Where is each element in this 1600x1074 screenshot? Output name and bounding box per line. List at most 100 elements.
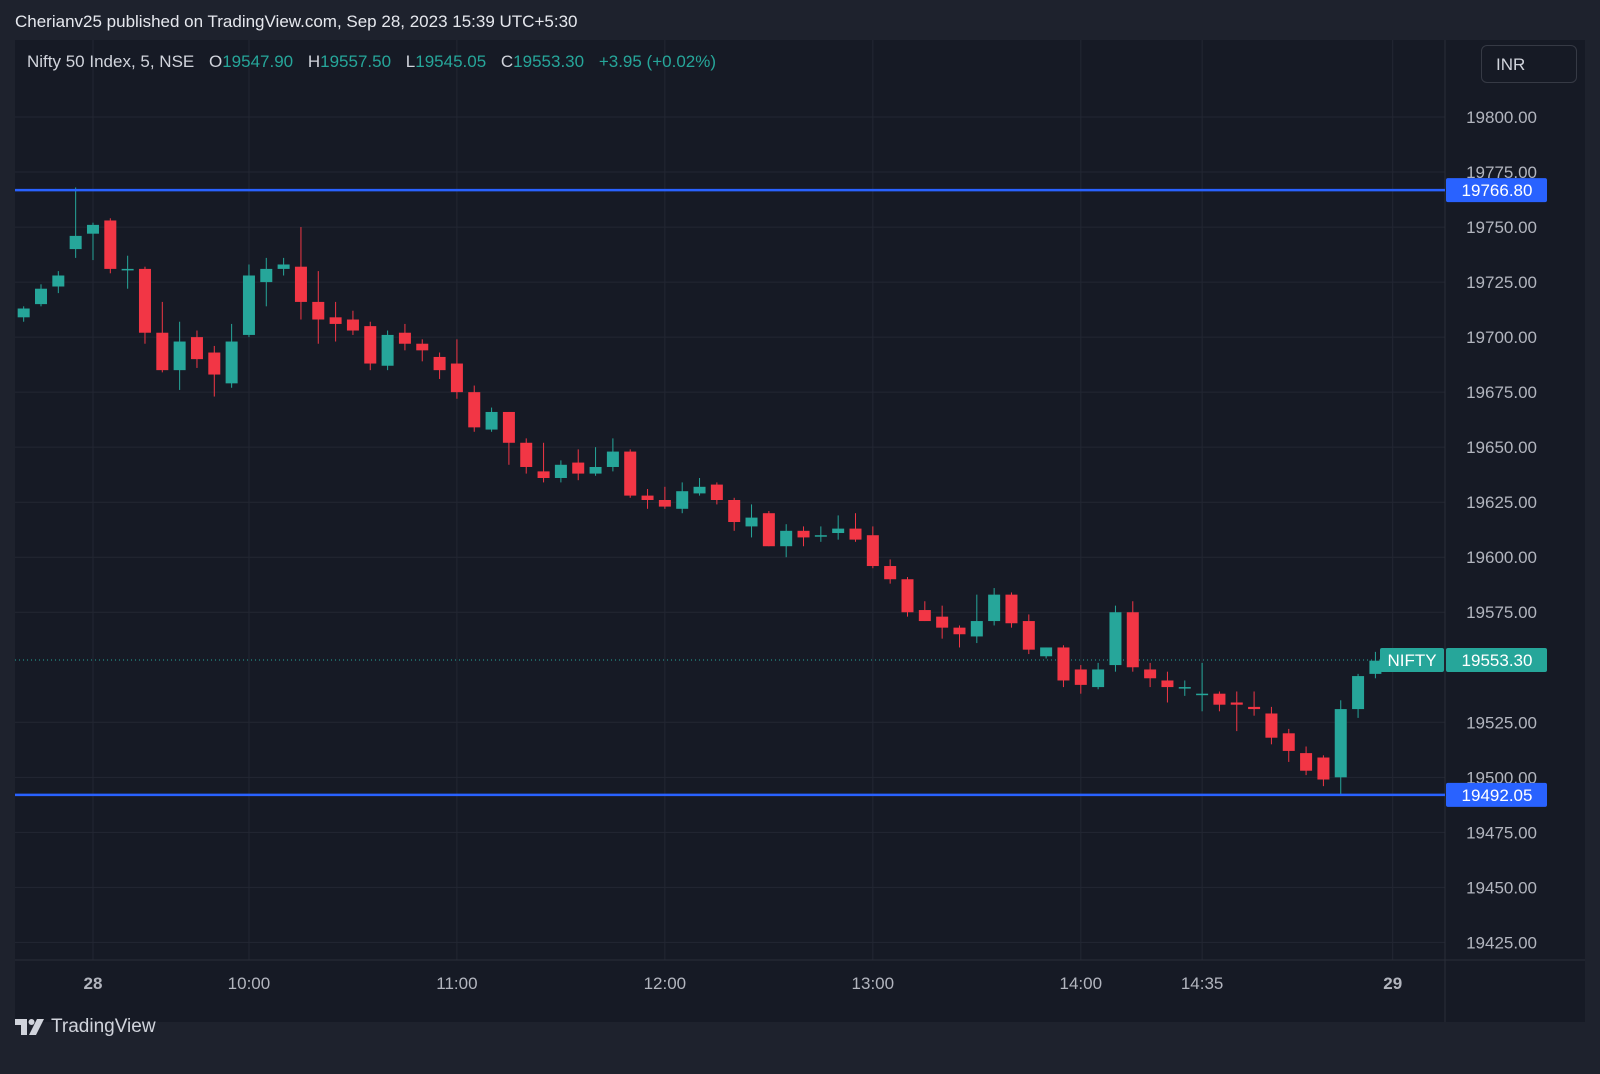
candle (1040, 647, 1053, 659)
tradingview-footer[interactable]: TradingView (15, 1015, 156, 1039)
candle (693, 477, 706, 496)
candle-body (450, 363, 463, 393)
y-tick-label: 19450.00 (1466, 878, 1537, 897)
candle (1317, 755, 1330, 787)
chart-panel[interactable]: 19800.00 19775.00 19750.00 19725.00 19700.00… (15, 40, 1585, 1022)
candle-body (918, 610, 931, 622)
y-tick-label: 19525.00 (1466, 713, 1537, 732)
legend-high-value: 19557.50 (320, 52, 392, 71)
candle-body (658, 500, 671, 507)
candle (641, 488, 654, 509)
candle (1178, 680, 1191, 696)
candle-body (34, 288, 47, 305)
candle-body (814, 535, 827, 537)
candle-body (242, 275, 255, 335)
y-tick-label: 19725.00 (1466, 273, 1537, 292)
candle (1300, 746, 1313, 776)
candle-body (312, 301, 325, 320)
candle (676, 482, 689, 514)
y-tick-label: 19675.00 (1466, 383, 1537, 402)
candle (520, 438, 533, 474)
candle (849, 513, 862, 542)
y-tick-label: 19600.00 (1466, 548, 1537, 567)
candle (1126, 601, 1139, 672)
candle-body (468, 392, 481, 428)
x-tick-label: 13:00 (852, 974, 895, 993)
candle (953, 625, 966, 648)
candle-body (606, 451, 619, 467)
level-price-label: 19766.80 (1462, 181, 1533, 200)
candle-body (849, 528, 862, 540)
candle (1352, 673, 1365, 718)
candle-body (1057, 647, 1070, 681)
last-price-symbol: NIFTY (1387, 651, 1436, 670)
candle-body (1005, 594, 1018, 624)
candle (398, 323, 411, 351)
y-tick-label: 19700.00 (1466, 328, 1537, 347)
y-tick-label: 19775.00 (1466, 163, 1537, 182)
candle (1369, 651, 1382, 679)
candle-body (1334, 709, 1347, 778)
candle (589, 447, 602, 476)
candle-body (970, 621, 983, 637)
legend-change: +3.95 (+0.02%) (598, 52, 717, 71)
candle (884, 559, 897, 584)
candle (381, 330, 394, 371)
candle (1005, 592, 1018, 628)
candle-body (156, 332, 169, 371)
candle (468, 385, 481, 432)
candle (346, 310, 359, 335)
candle (658, 486, 671, 509)
published-byline: Cherianv25 published on TradingView.com,… (15, 12, 578, 31)
candle (1022, 614, 1035, 655)
candle-body (1092, 669, 1105, 688)
candle-body (728, 500, 741, 523)
candle-body (260, 268, 273, 283)
candle-body (294, 266, 307, 302)
legend-low-label: L (405, 52, 416, 71)
legend-low-value: 19545.05 (415, 52, 487, 71)
candle (277, 257, 290, 276)
last-price-symbol-badge (1380, 648, 1444, 673)
x-tick-label: 29 (1383, 974, 1402, 993)
last-price-badge (1446, 648, 1547, 673)
candle (1109, 605, 1122, 672)
candle (780, 524, 793, 558)
level-price-badge (1446, 782, 1547, 807)
candle-body (624, 451, 637, 496)
y-tick-label: 19800.00 (1466, 108, 1537, 127)
candle (606, 438, 619, 472)
legend-symbol[interactable]: Nifty 50 Index, 5, NSE (27, 52, 195, 71)
candle (86, 222, 99, 261)
tradingview-brand: TradingView (51, 1016, 156, 1037)
candle (988, 588, 1001, 626)
candlestick-chart[interactable]: 19800.00 19775.00 19750.00 19725.00 19700.00… (15, 40, 1585, 1022)
y-tick-label: 19575.00 (1466, 603, 1537, 622)
y-tick-label: 19650.00 (1466, 438, 1537, 457)
candle-body (520, 442, 533, 467)
candle (17, 306, 30, 322)
y-tick-label: 19625.00 (1466, 493, 1537, 512)
candle (1282, 728, 1295, 762)
candle (554, 460, 567, 483)
candle (190, 330, 203, 368)
candle (121, 255, 134, 289)
candle (312, 271, 325, 344)
candle (832, 515, 845, 540)
legend-close-label: C (500, 52, 514, 71)
currency-button[interactable]: INR (1481, 45, 1577, 83)
candle (901, 577, 914, 617)
candle-body (277, 264, 290, 269)
y-tick-label: 19475.00 (1466, 823, 1537, 842)
candle-body (346, 319, 359, 331)
candle-body (589, 466, 602, 474)
candle (572, 449, 585, 481)
candle (814, 526, 827, 542)
candle (225, 323, 238, 388)
candle (34, 284, 47, 307)
candle (1196, 662, 1209, 712)
x-tick-label: 10:00 (228, 974, 271, 993)
candle-body (104, 220, 117, 269)
ohlc-legend: Nifty 50 Index, 5, NSE O19547.90 H19557.… (27, 52, 716, 72)
candle-body (1126, 612, 1139, 668)
